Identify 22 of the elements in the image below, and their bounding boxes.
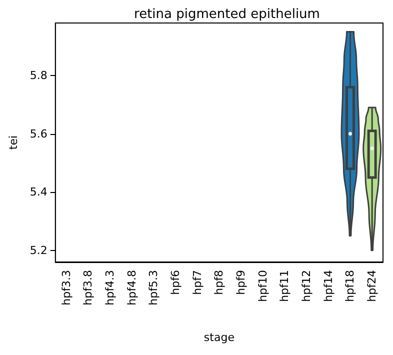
x-tick-label: hpf8: [212, 270, 226, 295]
x-tick-label: hpf11: [278, 270, 292, 302]
y-tick-label: 5.8: [30, 68, 48, 82]
x-tick-label: hpf3.3: [60, 270, 73, 306]
x-tick-label: hpf5.3: [147, 270, 160, 306]
y-tick-label: 5.2: [30, 244, 48, 257]
y-tick-label: 5.6: [30, 127, 48, 140]
x-tick-label: hpf3.8: [82, 270, 95, 306]
x-tick-label: hpf9: [234, 270, 248, 295]
y-tick-label: 5.4: [30, 186, 48, 199]
x-tick-label: hpf4.3: [103, 270, 116, 306]
x-tick-label: hpf24: [366, 270, 379, 302]
x-axis-title: stage: [204, 331, 235, 344]
x-tick-label: hpf18: [344, 270, 357, 302]
chart-title: retina pigmented epithelium: [134, 7, 320, 22]
x-tick-label: hpf14: [322, 270, 335, 302]
x-tick-label: hpf4.8: [125, 270, 138, 306]
x-tick-label: hpf7: [190, 270, 204, 295]
y-axis-title: tei: [7, 135, 20, 150]
x-tick-label: hpf12: [300, 270, 314, 302]
x-tick-label: hpf6: [169, 270, 182, 295]
x-tick-label: hpf10: [256, 270, 270, 302]
